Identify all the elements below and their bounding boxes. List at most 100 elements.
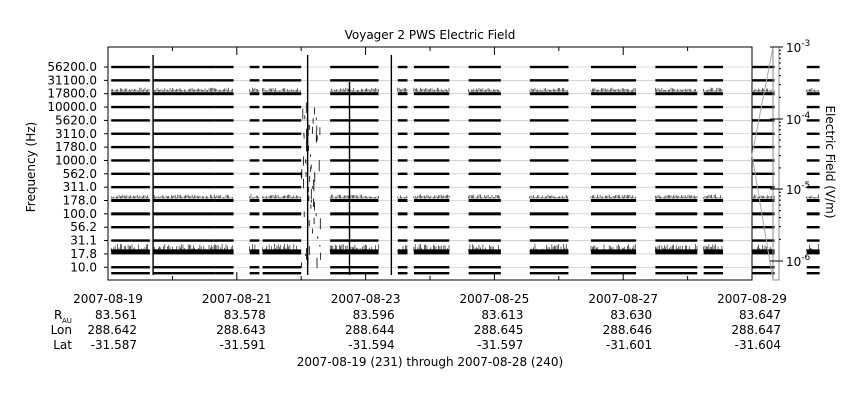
- data-segment: [249, 132, 260, 135]
- data-segment: [397, 266, 408, 269]
- data-segment: [153, 266, 215, 269]
- data-segment: [262, 105, 302, 109]
- data-segment: [397, 185, 408, 189]
- data-segment: [153, 239, 215, 242]
- data-segment: [214, 239, 234, 242]
- data-segment: [413, 65, 450, 69]
- data-segment: [153, 249, 215, 255]
- ephem-lat-value: -31.587: [91, 338, 137, 352]
- data-segment: [262, 272, 302, 275]
- data-segment: [262, 119, 302, 122]
- y-tick-label: 17800.0: [47, 87, 97, 101]
- data-segment: [806, 159, 820, 162]
- ephem-lat-value: -31.601: [606, 338, 652, 352]
- data-segment: [111, 119, 150, 122]
- data-segment: [330, 272, 379, 275]
- data-segment: [153, 185, 215, 189]
- data-segment: [111, 145, 150, 149]
- data-segment: [529, 79, 569, 82]
- data-segment: [655, 266, 698, 269]
- data-segment: [262, 185, 302, 189]
- ephem-lon-value: 288.642: [87, 323, 137, 337]
- data-segment: [153, 272, 215, 275]
- data-segment: [397, 199, 408, 202]
- data-segment: [703, 145, 724, 149]
- data-segment: [655, 79, 698, 82]
- data-segment: [655, 159, 698, 162]
- ephem-lon-value: 288.643: [216, 323, 266, 337]
- data-segment: [703, 226, 724, 229]
- data-segment: [806, 172, 820, 175]
- data-segment: [703, 159, 724, 162]
- y-tick-label: 31.1: [70, 234, 97, 248]
- ephem-r-value: 83.578: [224, 308, 266, 322]
- data-segment: [468, 172, 501, 175]
- data-segment: [752, 172, 775, 175]
- y-tick-label: 10.0: [70, 260, 97, 274]
- data-segment: [153, 132, 215, 135]
- data-segment: [214, 172, 234, 175]
- data-segment: [413, 79, 450, 82]
- data-segment: [703, 212, 724, 216]
- data-segment: [655, 199, 698, 202]
- data-segment: [111, 239, 150, 242]
- data-segment: [806, 145, 820, 149]
- data-segment: [806, 226, 820, 229]
- data-segment: [397, 159, 408, 162]
- ephem-lon-label: Lon: [51, 323, 72, 337]
- channel-texture: [110, 244, 819, 252]
- data-segment: [591, 79, 637, 82]
- data-segment: [468, 272, 501, 275]
- data-segment: [111, 65, 150, 69]
- data-segment: [703, 249, 724, 255]
- data-segment: [262, 79, 302, 82]
- data-segment: [153, 226, 215, 229]
- data-segment: [249, 65, 260, 69]
- data-segment: [249, 105, 260, 109]
- data-segment: [703, 105, 724, 109]
- colorbar: 10-3 10-4 10-5 10-6: [751, 39, 811, 281]
- data-segment: [655, 92, 698, 96]
- data-segment: [703, 132, 724, 135]
- data-segment: [153, 212, 215, 216]
- data-segment: [111, 172, 150, 175]
- data-segment: [752, 65, 775, 69]
- data-segment: [703, 92, 724, 96]
- data-segment: [468, 239, 501, 242]
- data-segment: [397, 272, 408, 275]
- ephem-r-value: 83.630: [610, 308, 652, 322]
- data-segment: [397, 132, 408, 135]
- data-segment: [529, 172, 569, 175]
- y-tick-label: 56200.0: [47, 60, 97, 74]
- data-segment: [468, 226, 501, 229]
- ephem-r-value: 83.613: [481, 308, 523, 322]
- data-segment: [262, 145, 302, 149]
- data-segment: [529, 145, 569, 149]
- data-segment: [249, 226, 260, 229]
- data-segment: [529, 159, 569, 162]
- data-segment: [249, 159, 260, 162]
- data-segment: [397, 172, 408, 175]
- ephem-lon-value: 288.646: [603, 323, 653, 337]
- data-segment: [330, 249, 379, 255]
- data-segment: [330, 185, 379, 189]
- data-segment: [591, 145, 637, 149]
- data-segment: [468, 266, 501, 269]
- data-segment: [752, 132, 775, 135]
- data-segment: [655, 65, 698, 69]
- data-segment: [214, 132, 234, 135]
- colorbar-tick-label: 10-5: [786, 181, 810, 197]
- data-segment: [806, 79, 820, 82]
- data-segment: [262, 239, 302, 242]
- data-segment: [806, 132, 820, 135]
- data-segment: [153, 172, 215, 175]
- colorbar-tick-label: 10-6: [786, 253, 811, 269]
- data-segment: [111, 266, 150, 269]
- data-segment: [413, 272, 450, 275]
- data-segment: [591, 239, 637, 242]
- data-segment: [703, 272, 724, 275]
- data-segment: [262, 226, 302, 229]
- data-segment: [397, 65, 408, 69]
- data-segment: [249, 272, 260, 275]
